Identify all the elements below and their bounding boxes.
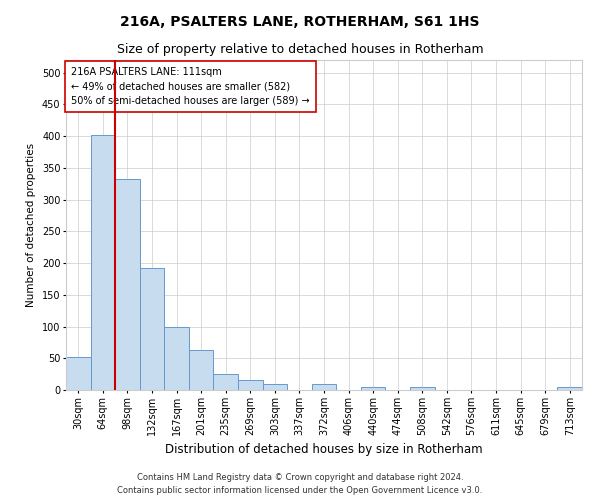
Bar bbox=[140, 268, 164, 390]
Text: 216A PSALTERS LANE: 111sqm
← 49% of detached houses are smaller (582)
50% of sem: 216A PSALTERS LANE: 111sqm ← 49% of deta… bbox=[71, 66, 310, 106]
Bar bbox=[91, 135, 115, 390]
Bar bbox=[263, 384, 287, 390]
Bar bbox=[361, 387, 385, 390]
Bar bbox=[410, 387, 434, 390]
Bar bbox=[115, 180, 140, 390]
X-axis label: Distribution of detached houses by size in Rotherham: Distribution of detached houses by size … bbox=[165, 444, 483, 456]
Text: 216A, PSALTERS LANE, ROTHERHAM, S61 1HS: 216A, PSALTERS LANE, ROTHERHAM, S61 1HS bbox=[120, 15, 480, 29]
Text: Size of property relative to detached houses in Rotherham: Size of property relative to detached ho… bbox=[116, 42, 484, 56]
Bar bbox=[557, 387, 582, 390]
Bar bbox=[238, 380, 263, 390]
Bar bbox=[164, 326, 189, 390]
Y-axis label: Number of detached properties: Number of detached properties bbox=[26, 143, 36, 307]
Bar bbox=[189, 350, 214, 390]
Text: Contains HM Land Registry data © Crown copyright and database right 2024.
Contai: Contains HM Land Registry data © Crown c… bbox=[118, 474, 482, 495]
Bar bbox=[66, 357, 91, 390]
Bar bbox=[214, 374, 238, 390]
Bar bbox=[312, 384, 336, 390]
